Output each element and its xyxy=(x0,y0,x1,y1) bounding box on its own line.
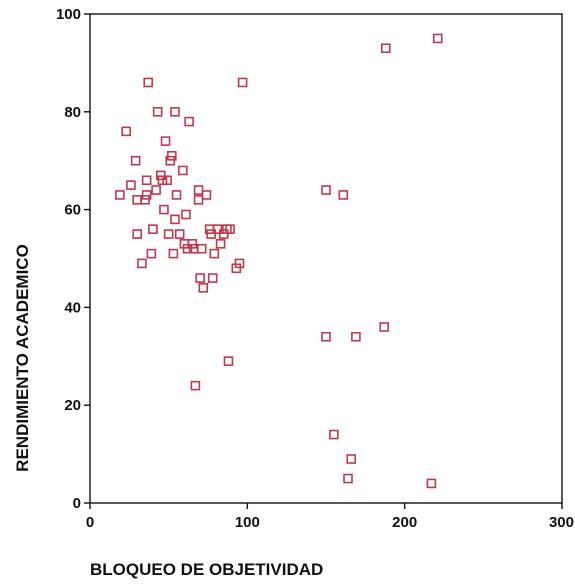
data-point xyxy=(379,322,390,332)
y-tick-label: 100 xyxy=(56,6,81,23)
y-tick-label: 60 xyxy=(64,202,81,219)
data-point xyxy=(171,190,182,200)
data-point xyxy=(170,107,180,117)
data-point xyxy=(237,77,248,88)
data-point xyxy=(321,185,331,195)
data-point xyxy=(184,116,194,127)
data-point xyxy=(126,180,136,190)
data-point xyxy=(351,331,361,342)
data-point xyxy=(137,258,147,269)
data-point xyxy=(212,224,223,234)
data-point xyxy=(168,248,179,259)
data-point xyxy=(329,429,339,440)
y-tick-label: 20 xyxy=(64,397,81,414)
y-tick-label: 0 xyxy=(73,495,81,512)
data-point xyxy=(198,283,209,293)
data-point xyxy=(193,185,204,195)
data-point xyxy=(338,190,349,200)
data-point xyxy=(146,248,157,259)
x-tick-label: 200 xyxy=(392,514,417,531)
data-point xyxy=(163,229,174,239)
data-point xyxy=(152,107,163,117)
x-axis: 0 100 200 300 xyxy=(86,503,574,531)
data-point xyxy=(167,151,177,161)
data-point xyxy=(201,190,212,200)
data-point xyxy=(225,224,235,234)
data-point xyxy=(321,331,331,342)
data-point xyxy=(151,185,161,195)
data-point xyxy=(218,229,229,239)
data-point xyxy=(207,273,218,283)
x-axis-title: BLOQUEO DE OBJETIVIDAD xyxy=(90,560,323,579)
data-point xyxy=(195,273,205,283)
data-point xyxy=(190,380,201,391)
data-point xyxy=(141,175,152,186)
data-point xyxy=(222,224,232,234)
data-point xyxy=(132,195,142,205)
data-point xyxy=(223,356,234,366)
data-point xyxy=(115,190,125,200)
data-point xyxy=(159,204,169,215)
data-point xyxy=(179,239,190,249)
data-point xyxy=(193,195,204,205)
data-point xyxy=(187,239,198,249)
data-point xyxy=(196,243,207,254)
data-point xyxy=(209,248,220,259)
x-tick-label: 100 xyxy=(235,514,260,531)
data-point xyxy=(343,473,353,484)
data-point xyxy=(121,126,131,137)
data-point xyxy=(380,43,391,54)
y-tick-label: 80 xyxy=(64,104,81,121)
data-point xyxy=(234,258,245,269)
data-point xyxy=(162,175,172,186)
data-point xyxy=(432,33,443,44)
data-point xyxy=(143,77,154,88)
data-point xyxy=(132,229,142,239)
data-point xyxy=(141,190,152,200)
x-tick-label: 300 xyxy=(549,514,574,531)
data-point xyxy=(130,155,141,166)
plot-frame xyxy=(89,13,563,504)
data-point xyxy=(231,263,242,274)
data-point xyxy=(215,239,226,249)
data-point xyxy=(148,224,158,234)
y-tick-label: 40 xyxy=(64,299,81,316)
data-point xyxy=(160,136,171,146)
data-point xyxy=(181,209,191,220)
data-point xyxy=(174,229,185,239)
data-point xyxy=(346,454,356,464)
y-axis-title: RENDIMIENTO ACADEMICO xyxy=(13,244,32,472)
data-point xyxy=(178,165,188,176)
data-point xyxy=(206,229,216,239)
x-tick-label: 0 xyxy=(86,514,94,531)
data-point xyxy=(165,155,176,166)
y-axis: 0 20 40 60 80 100 xyxy=(56,6,90,512)
data-points xyxy=(115,33,443,489)
data-point xyxy=(156,170,166,181)
data-point xyxy=(170,214,180,225)
data-point xyxy=(426,478,437,489)
data-point xyxy=(140,195,150,205)
